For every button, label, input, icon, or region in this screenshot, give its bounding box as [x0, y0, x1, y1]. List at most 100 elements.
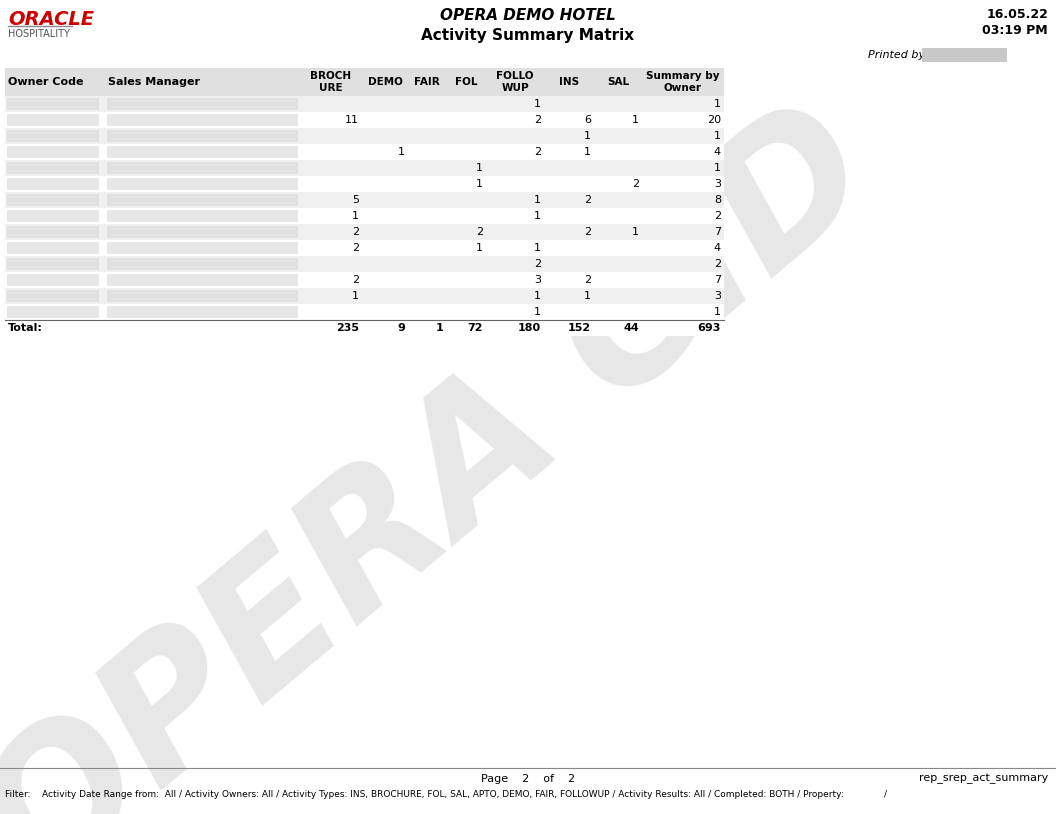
Text: 3: 3	[714, 179, 721, 189]
Bar	[107, 258, 298, 270]
Text: FOLLO
WUP: FOLLO WUP	[496, 71, 533, 93]
Bar	[5, 320, 724, 336]
Text: BROCH
URE: BROCH URE	[310, 71, 352, 93]
Text: 1: 1	[476, 163, 483, 173]
Text: rep_srep_act_summary: rep_srep_act_summary	[919, 774, 1048, 785]
Bar	[7, 290, 99, 302]
Bar	[7, 274, 99, 286]
Text: Activity Summary Matrix: Activity Summary Matrix	[421, 28, 635, 43]
Text: 2: 2	[584, 227, 591, 237]
Bar	[107, 194, 298, 206]
Text: 4: 4	[714, 243, 721, 253]
Text: 9: 9	[397, 323, 406, 333]
Text: 2: 2	[534, 259, 541, 269]
Text: Sales Manager: Sales Manager	[108, 77, 200, 87]
Text: 11: 11	[345, 115, 359, 125]
Text: 2: 2	[714, 211, 721, 221]
Text: 1: 1	[714, 99, 721, 109]
Text: 3: 3	[714, 291, 721, 301]
Bar	[107, 242, 298, 254]
Bar	[7, 210, 99, 222]
Text: 1: 1	[398, 147, 406, 157]
Bar	[5, 112, 724, 128]
Bar	[5, 304, 724, 320]
Bar	[5, 256, 724, 272]
Bar	[5, 240, 724, 256]
Text: 2: 2	[352, 275, 359, 285]
Text: 1: 1	[534, 211, 541, 221]
Text: 1: 1	[534, 243, 541, 253]
Text: 1: 1	[534, 307, 541, 317]
Bar	[922, 48, 1007, 62]
Text: 1: 1	[714, 307, 721, 317]
Text: ORACLE: ORACLE	[8, 10, 94, 29]
Bar	[107, 178, 298, 190]
Text: 693: 693	[698, 323, 721, 333]
Text: 1: 1	[584, 131, 591, 141]
Text: 2: 2	[352, 227, 359, 237]
Text: INS: INS	[559, 77, 579, 87]
Bar	[7, 258, 99, 270]
Text: 1: 1	[631, 115, 639, 125]
Text: 1: 1	[534, 291, 541, 301]
Text: 152: 152	[568, 323, 591, 333]
Text: 180: 180	[517, 323, 541, 333]
Text: 44: 44	[623, 323, 639, 333]
Bar	[5, 272, 724, 288]
Text: 2: 2	[476, 227, 483, 237]
Bar	[107, 146, 298, 158]
Text: Owner Code: Owner Code	[8, 77, 83, 87]
Bar	[7, 242, 99, 254]
Bar	[5, 224, 724, 240]
Bar	[7, 98, 99, 110]
Bar	[5, 144, 724, 160]
Text: 2: 2	[352, 243, 359, 253]
Text: 03:19 PM: 03:19 PM	[982, 24, 1048, 37]
Text: 1: 1	[714, 163, 721, 173]
Text: 2: 2	[534, 147, 541, 157]
Text: 2: 2	[714, 259, 721, 269]
Text: 1: 1	[476, 243, 483, 253]
Text: OPERA DEMO HOTEL: OPERA DEMO HOTEL	[440, 8, 616, 23]
Text: OPERA CID: OPERA CID	[0, 79, 908, 814]
Text: 235: 235	[336, 323, 359, 333]
Bar	[7, 162, 99, 174]
Text: 2: 2	[584, 195, 591, 205]
Bar	[7, 194, 99, 206]
Bar	[5, 160, 724, 176]
Text: SAL: SAL	[607, 77, 629, 87]
Bar	[5, 192, 724, 208]
Text: 7: 7	[714, 275, 721, 285]
Text: 1: 1	[534, 195, 541, 205]
Text: 1: 1	[631, 227, 639, 237]
Bar	[107, 290, 298, 302]
Text: 3: 3	[534, 275, 541, 285]
Text: 1: 1	[584, 291, 591, 301]
Bar	[107, 162, 298, 174]
Bar	[107, 306, 298, 318]
Bar	[5, 96, 724, 112]
Bar	[7, 178, 99, 190]
Text: 1: 1	[714, 131, 721, 141]
Bar	[7, 226, 99, 238]
Text: 20: 20	[706, 115, 721, 125]
Bar	[5, 288, 724, 304]
Text: 1: 1	[584, 147, 591, 157]
Bar	[107, 226, 298, 238]
Text: FOL: FOL	[455, 77, 477, 87]
Text: 2: 2	[584, 275, 591, 285]
Text: 2: 2	[534, 115, 541, 125]
Text: Summary by
Owner: Summary by Owner	[646, 71, 720, 93]
Text: 1: 1	[476, 179, 483, 189]
Bar	[7, 130, 99, 142]
Bar	[7, 306, 99, 318]
Bar	[7, 114, 99, 126]
Text: 72: 72	[468, 323, 483, 333]
Text: 4: 4	[714, 147, 721, 157]
Text: Total:: Total:	[8, 323, 43, 333]
Bar	[7, 146, 99, 158]
Bar	[5, 68, 724, 96]
Bar	[5, 208, 724, 224]
Text: Filter:    Activity Date Range from:  All / Activity Owners: All / Activity Type: Filter: Activity Date Range from: All / …	[5, 790, 887, 799]
Text: HOSPITALITY: HOSPITALITY	[8, 29, 70, 39]
